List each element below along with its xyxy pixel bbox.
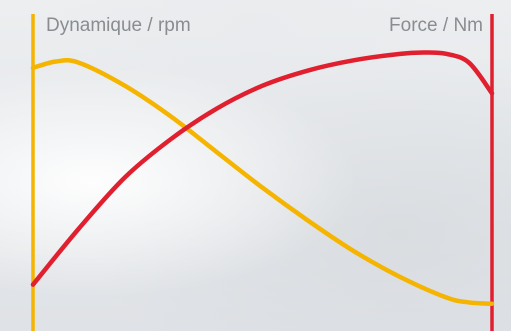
series-line-force	[30, 50, 495, 287]
left-axis-label: Dynamique / rpm	[46, 15, 191, 36]
series-line-dynamique	[30, 58, 495, 306]
right-axis-label: Force / Nm	[389, 15, 483, 36]
